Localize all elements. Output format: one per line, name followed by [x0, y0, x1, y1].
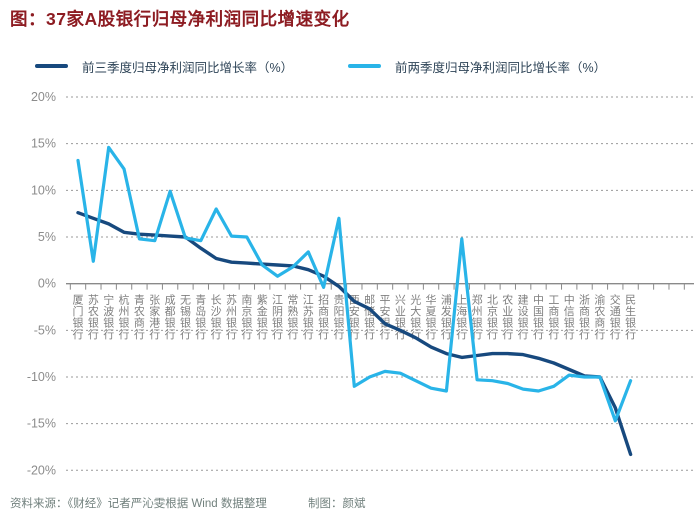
chart-legend: 前三季度归母净利润同比增长率（%） 前两季度归母净利润同比增长率（%） [0, 56, 697, 76]
chart-title: 图：37家A股银行归母净利润同比增速变化 [10, 9, 350, 29]
x-axis-label: 江阴银行 [272, 294, 283, 342]
x-axis-label: 成都银行 [165, 294, 176, 342]
x-axis-label: 杭州银行 [119, 293, 130, 342]
legend-label-q3: 前三季度归母净利润同比增长率（%） [82, 60, 294, 75]
x-axis-label: 厦门银行 [73, 294, 84, 342]
x-axis-label: 北京银行 [487, 294, 498, 342]
legend-swatch-h1-line [348, 64, 381, 68]
x-axis-label: 渝农商行 [594, 293, 605, 342]
x-axis-label: 无锡银行 [180, 295, 191, 342]
chart-svg: 20% 15% 10% 5% 0% -5% -10% -15% -20% 厦门银行苏农银行宁波银行… [27, 90, 694, 477]
x-axis-label: 苏州银行 [226, 294, 237, 342]
series-line-h1 [76, 145, 633, 423]
y-axis-tick-label: 20% [31, 90, 56, 104]
y-axis-tick-label: -5% [34, 323, 56, 337]
y-axis-tick-label: -20% [27, 463, 56, 477]
x-axis-label: 中国银行 [533, 294, 544, 342]
y-axis-tick-label: -10% [27, 370, 56, 384]
x-axis-label: 工商银行 [548, 295, 559, 342]
x-axis-label: 华夏银行 [426, 293, 437, 342]
chart-plot-area: 20% 15% 10% 5% 0% -5% -10% -15% -20% 厦门银行 苏农银行 宁波银行… [0, 80, 697, 492]
x-axis-label: 中信银行 [564, 294, 575, 342]
x-axis-label: 紫金银行 [257, 294, 268, 342]
x-axis-label: 交通银行 [610, 293, 621, 342]
x-axis-label: 南京银行 [241, 294, 252, 342]
y-axis-tick-label: -15% [27, 417, 56, 431]
y-axis-tick-label: 0% [38, 277, 56, 291]
legend-item-q3: 前三季度归母净利润同比增长率（%） [35, 56, 293, 76]
legend-label-h1: 前两季度归母净利润同比增长率（%） [395, 60, 607, 75]
legend-swatch-q3-line [35, 64, 68, 68]
x-axis-label: 苏农银行 [88, 294, 99, 342]
x-axis-label: 农业银行 [502, 293, 513, 342]
series-line-q3 [76, 210, 633, 457]
x-axis-label: 张家港行 [149, 294, 160, 342]
x-axis-label: 浙商银行 [579, 294, 590, 342]
x-axis-label: 民生银行 [625, 295, 636, 342]
chart-footer: 资料来源：《财经》记者严沁雯根据 Wind 数据整理 制图：颜斌 [10, 495, 366, 511]
footer-credit: 制图：颜斌 [308, 498, 366, 510]
x-axis-label: 招商银行 [318, 293, 329, 342]
x-axis-label: 江苏银行 [303, 294, 314, 342]
x-axis-label: 青岛银行 [195, 294, 206, 342]
x-axis-label: 浦发银行 [441, 294, 452, 342]
y-axis-tick-label: 5% [38, 230, 56, 244]
x-axis-label: 青农商行 [134, 294, 145, 342]
y-axis-tick-label: 10% [31, 183, 56, 197]
footer-source: 资料来源：《财经》记者严沁雯根据 Wind 数据整理 [10, 498, 267, 510]
x-axis-label: 光大银行 [410, 293, 421, 342]
y-axis-tick-label: 15% [31, 137, 56, 151]
x-axis-label: 常熟银行 [287, 294, 298, 342]
legend-item-h1: 前两季度归母净利润同比增长率（%） [348, 56, 606, 76]
x-axis-label: 贵阳银行 [333, 294, 344, 342]
x-axis-label: 郑州银行 [472, 293, 483, 342]
x-axis-label: 长沙银行 [211, 294, 222, 342]
x-axis-label: 兴业银行 [395, 294, 406, 342]
x-axis-label: 宁波银行 [103, 293, 114, 342]
x-axis-label: 邮储银行 [364, 294, 375, 342]
x-axis-label: 上海银行 [456, 294, 467, 342]
x-axis-label: 建设银行 [518, 293, 529, 342]
